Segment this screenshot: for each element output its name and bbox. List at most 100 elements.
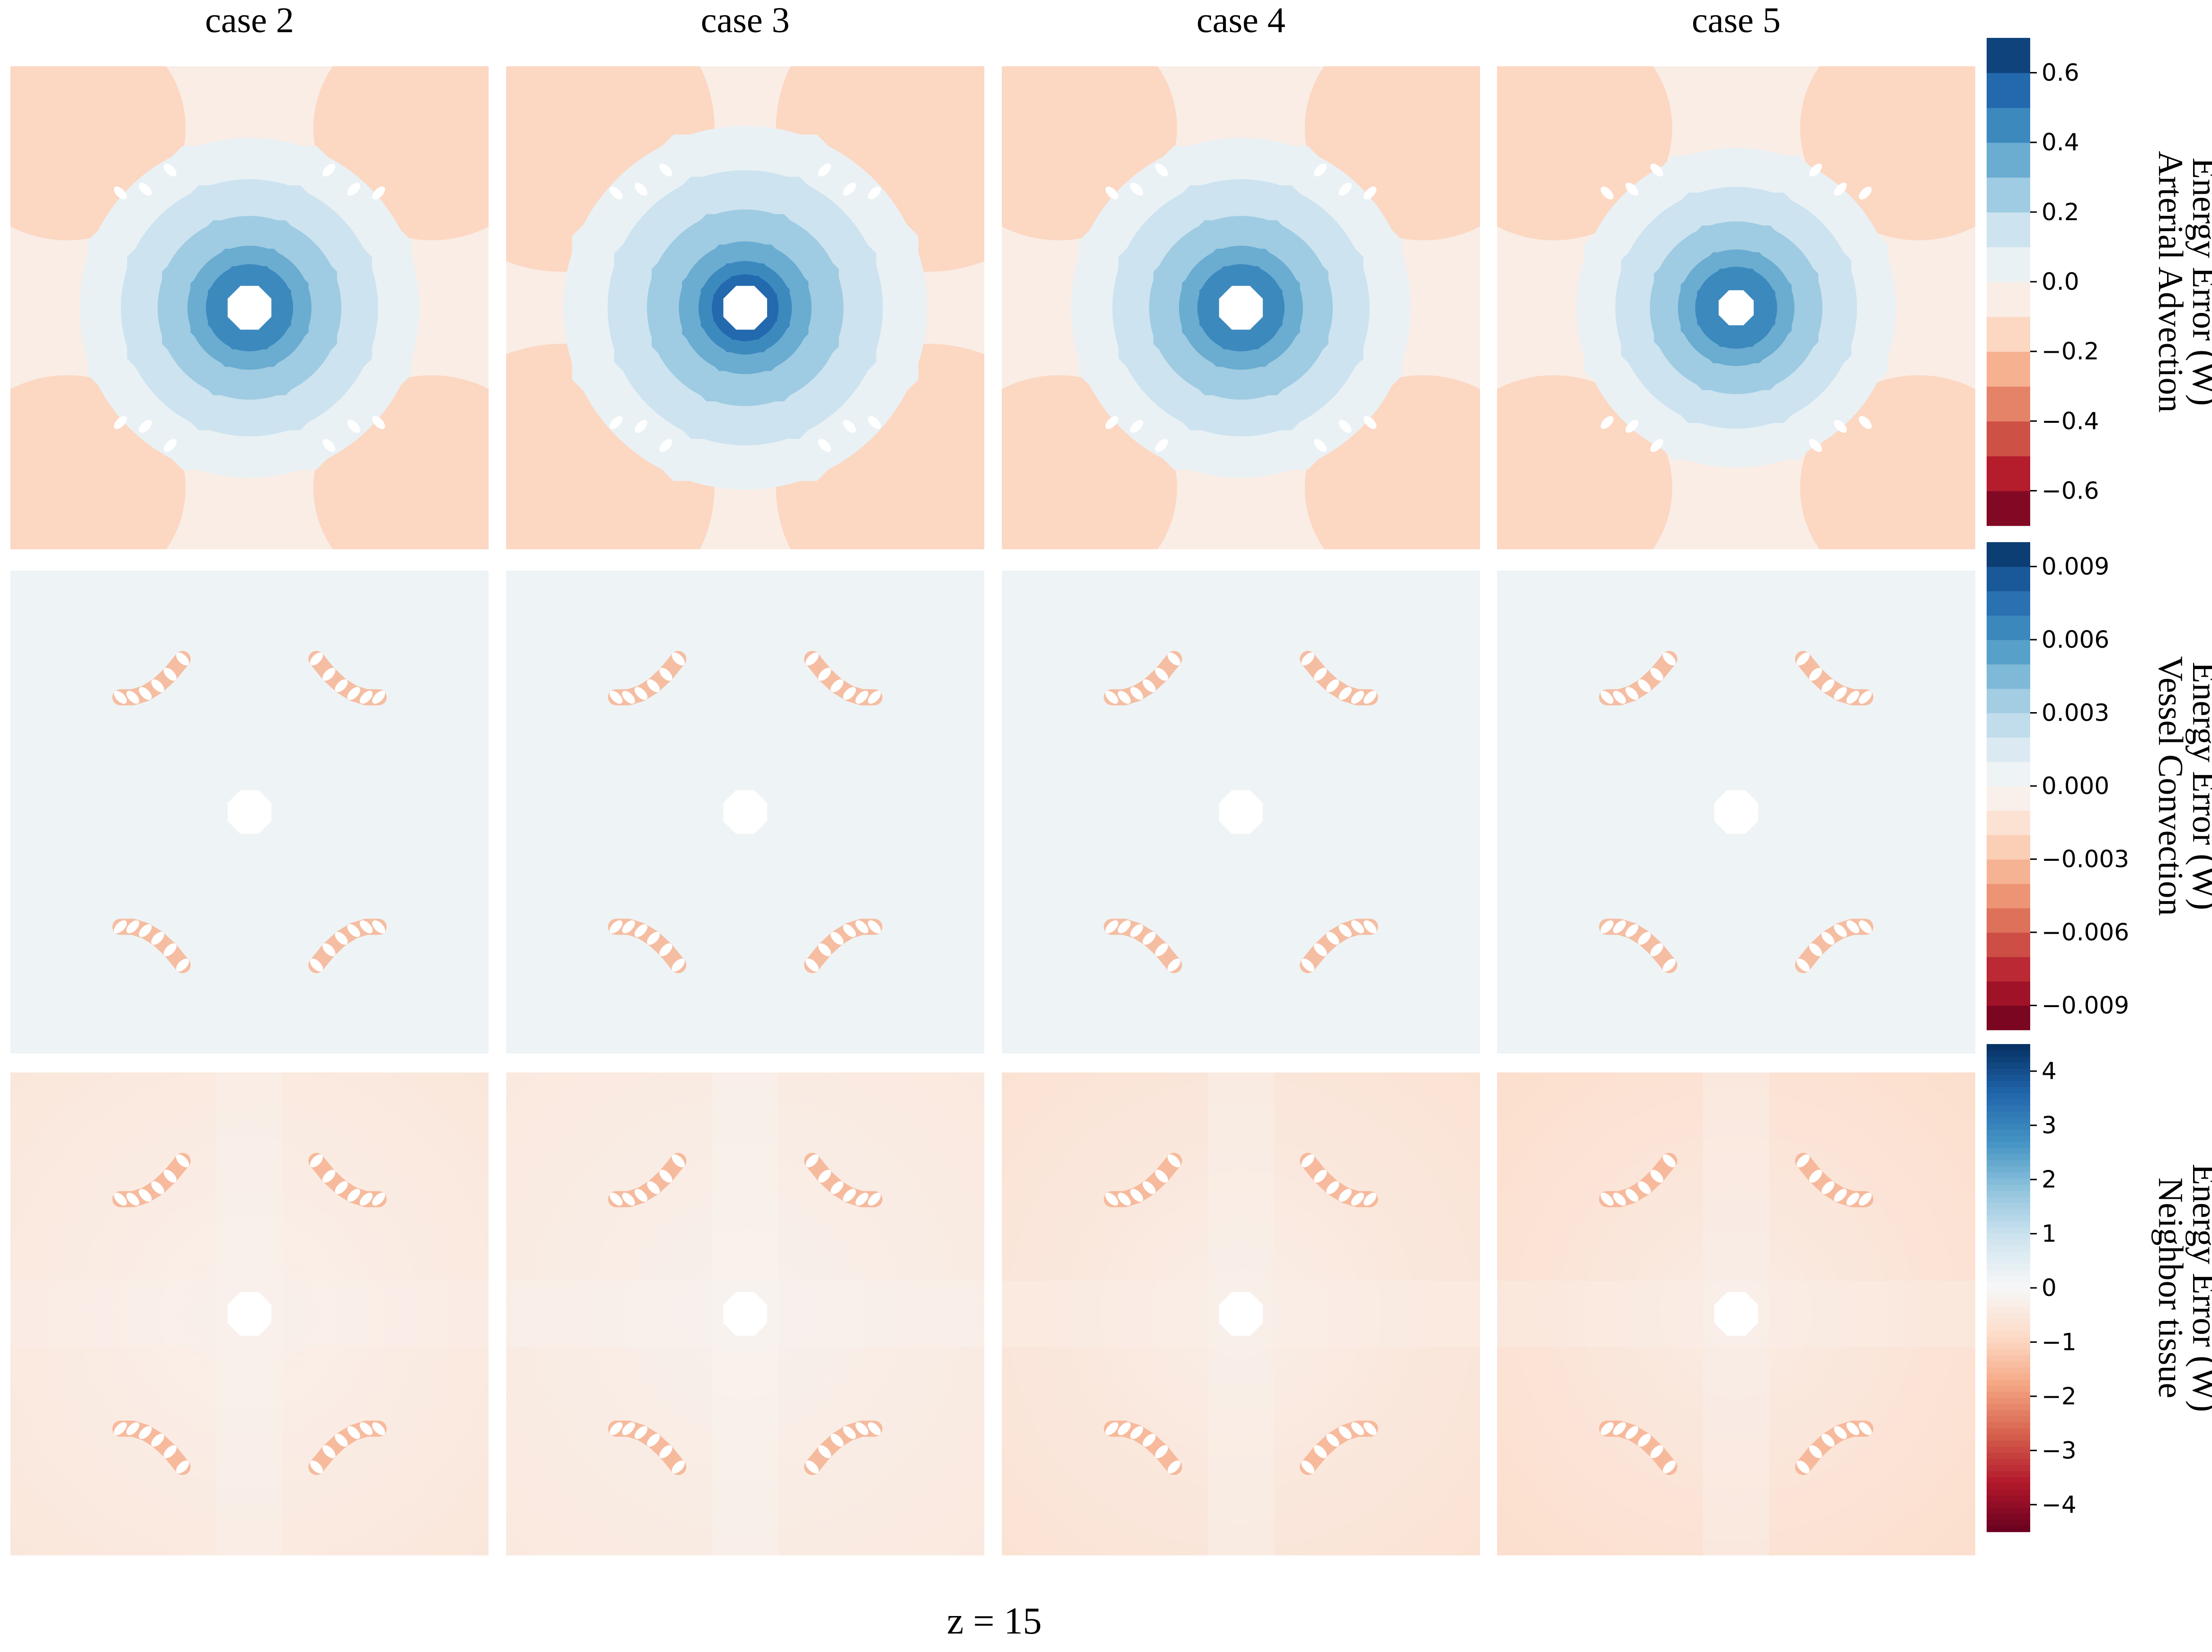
vessel-segment xyxy=(805,652,819,666)
vessel-segment xyxy=(843,420,856,433)
vessel-segment xyxy=(1600,920,1614,934)
colorbar-segment xyxy=(1987,1337,2030,1343)
vessel-segment xyxy=(372,1192,385,1206)
vessel-segment xyxy=(1834,1188,1847,1202)
vessel-segment xyxy=(609,690,623,704)
colorbar-segment xyxy=(1987,1245,2030,1252)
vessel-segment xyxy=(1846,1192,1860,1206)
vessel-segment xyxy=(1314,943,1327,956)
colorbar-segment xyxy=(1987,1489,2030,1496)
colorbar-segment xyxy=(1987,1111,2030,1118)
colorbar-tick-label: −2 xyxy=(2042,1383,2077,1410)
colorbar-segment xyxy=(1987,1477,2030,1483)
vessel-segment xyxy=(1351,1422,1365,1436)
colorbar-segment xyxy=(1987,351,2030,387)
vessel-segment xyxy=(322,1170,336,1183)
colorbar-segment xyxy=(1987,1005,2030,1030)
colorbar-tick-label: −3 xyxy=(2042,1437,2077,1464)
column-titles: case 2 case 3 case 4 case 5 xyxy=(205,0,1781,40)
vessel-segment xyxy=(868,1422,881,1436)
vessel-segment xyxy=(1105,1422,1118,1436)
colorbar-segment xyxy=(1987,38,2030,73)
vessel-segment xyxy=(1859,1192,1872,1206)
vessel-segment xyxy=(1796,958,1810,972)
vessel-segment xyxy=(1301,1154,1315,1168)
vessel-segment xyxy=(634,1426,648,1439)
vessel-segment xyxy=(372,416,385,429)
vessel-segment xyxy=(1338,687,1352,700)
vessel-segment xyxy=(843,924,856,938)
vessel-segment xyxy=(347,687,360,700)
central-hole xyxy=(1714,1292,1758,1336)
panel-neighbor-case-5 xyxy=(1497,1072,1975,1555)
colorbar-segment xyxy=(1987,1269,2030,1277)
vessel-segment xyxy=(151,931,164,945)
vessel-segment xyxy=(1662,1154,1676,1168)
vessel-segment xyxy=(1625,420,1639,433)
vessel-segment xyxy=(163,668,177,681)
colorbar-tick-label: −0.6 xyxy=(2042,477,2099,504)
vessel-segment xyxy=(1600,1422,1614,1436)
vessel-segment xyxy=(1834,420,1847,433)
vessel-segment xyxy=(114,186,127,200)
vessel-segment xyxy=(1809,1170,1822,1183)
vessel-segment xyxy=(1117,1422,1131,1436)
vessel-segment xyxy=(126,920,140,934)
colorbar-segment xyxy=(1987,1342,2030,1349)
vessel-segment xyxy=(1364,1422,1377,1436)
colorbar-segment xyxy=(1987,1276,2030,1282)
vessel-segment xyxy=(163,1170,177,1183)
vessel-segment xyxy=(805,1154,819,1168)
colorbar-segment xyxy=(1987,859,2030,884)
vessel-segment xyxy=(855,920,869,934)
figure-footer-label: z = 15 xyxy=(947,1600,1042,1642)
colorbar-segment xyxy=(1987,1257,2030,1264)
vessel-segment xyxy=(671,958,685,972)
central-hole xyxy=(723,790,767,834)
vessel-segment xyxy=(1809,1445,1822,1458)
vessel-segment xyxy=(359,690,373,704)
vessel-segment xyxy=(818,943,831,956)
colorbar-segment xyxy=(1987,247,2030,282)
panel-vessel-case-5 xyxy=(1497,571,1975,1054)
vessel-segment xyxy=(1338,420,1352,433)
vessel-segment xyxy=(1326,931,1339,945)
colorbar-tick-label: 0 xyxy=(2042,1274,2057,1302)
colorbar-segment xyxy=(1987,1044,2030,1051)
vessel-segment xyxy=(322,943,336,956)
vessel-segment xyxy=(372,1422,385,1436)
vessel-segment xyxy=(805,958,819,972)
colorbar-segment xyxy=(1987,981,2030,1006)
colorbar-segment xyxy=(1987,1142,2030,1148)
vessel-segment xyxy=(322,668,336,681)
vessel-segment xyxy=(1821,679,1835,693)
central-hole xyxy=(227,286,272,330)
central-hole xyxy=(1219,1292,1263,1336)
vessel-segment xyxy=(359,920,373,934)
vessel-segment xyxy=(1638,679,1651,693)
colorbar-segment xyxy=(1987,1331,2030,1337)
vessel-segment xyxy=(1338,1426,1352,1439)
colorbar-segment xyxy=(1987,1373,2030,1380)
vessel-segment xyxy=(176,958,189,972)
vessel-segment xyxy=(359,1422,373,1436)
vessel-segment xyxy=(151,1181,164,1195)
vessel-segment xyxy=(671,1154,685,1168)
central-hole xyxy=(1714,790,1758,834)
vessel-segment xyxy=(1338,182,1352,196)
vessel-segment xyxy=(310,958,323,972)
vessel-segment xyxy=(1650,1170,1663,1183)
vessel-segment xyxy=(622,1422,635,1436)
vessel-segment xyxy=(1338,1188,1352,1202)
central-hole xyxy=(227,790,272,834)
colorbar-tick-label: 1 xyxy=(2042,1220,2057,1248)
vessel-segment xyxy=(163,1445,177,1458)
column-title-case-2: case 2 xyxy=(205,0,294,40)
vessel-segment xyxy=(868,690,881,704)
vessel-segment xyxy=(1613,1422,1626,1436)
colorbar-segment xyxy=(1987,884,2030,909)
vessel-segment xyxy=(818,439,831,452)
colorbar-segment xyxy=(1987,1507,2030,1514)
colorbar-segment xyxy=(1987,1123,2030,1130)
